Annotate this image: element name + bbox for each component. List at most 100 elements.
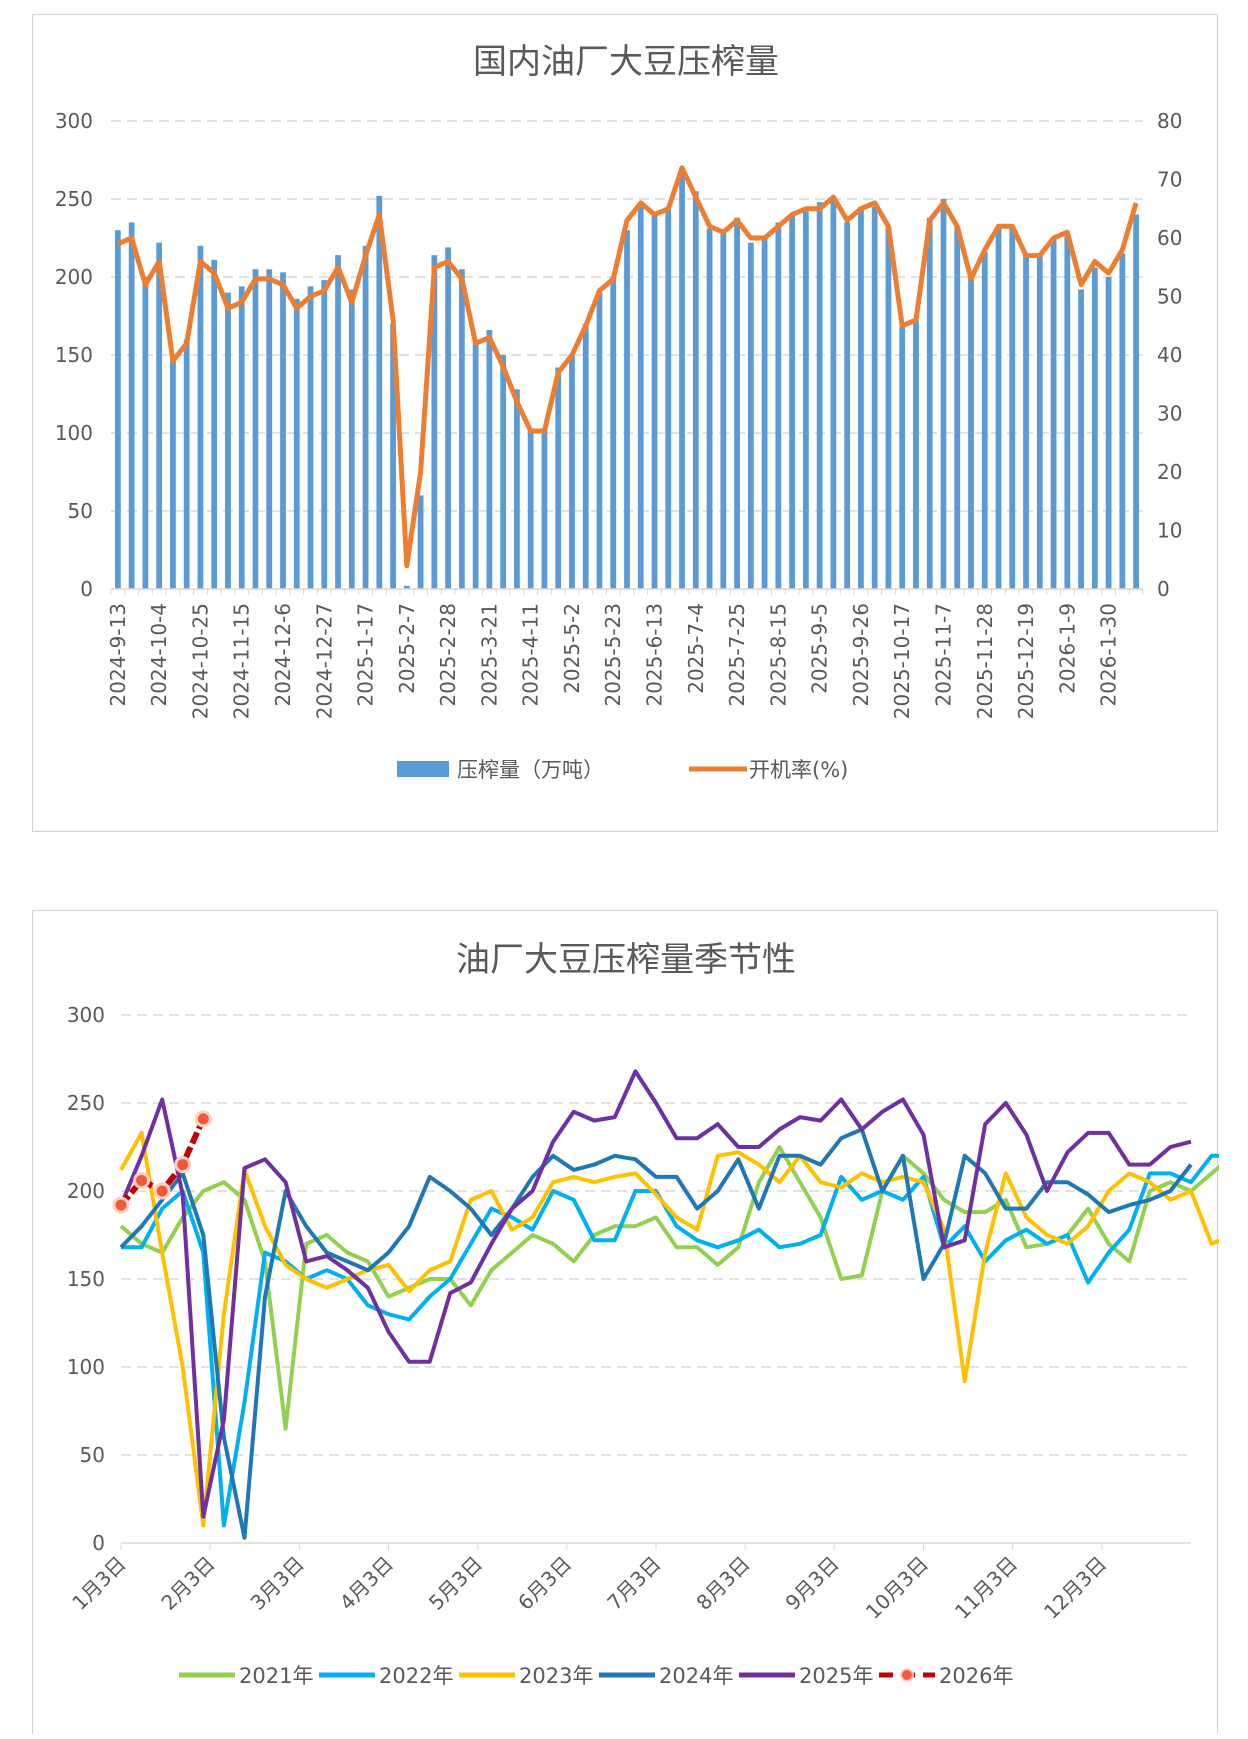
series-line-2025年 bbox=[119, 1069, 1192, 1519]
crush-volume-chart-panel: 国内油厂大豆压榨量 0 50 100 150 200 250 300 0 10 20 30 40 50… bbox=[32, 14, 1218, 832]
bar bbox=[665, 206, 672, 590]
bar bbox=[954, 227, 961, 589]
x-tick-label: 2025-2-7 bbox=[395, 603, 419, 694]
x-tick-label: 7月3日 bbox=[602, 1552, 665, 1615]
bar bbox=[1133, 214, 1140, 589]
legend-label-crush-volume: 压榨量（万吨） bbox=[457, 758, 604, 782]
x-tick-label: 2025-1-17 bbox=[354, 603, 378, 707]
bar bbox=[1036, 253, 1043, 589]
bar bbox=[458, 269, 465, 589]
x-tick-label: 2026-1-30 bbox=[1097, 603, 1121, 707]
y-right-tick-label: 0 bbox=[1157, 577, 1170, 601]
x-tick-label: 2025-7-4 bbox=[684, 603, 708, 694]
bar bbox=[266, 269, 273, 589]
bar bbox=[885, 227, 892, 589]
bar bbox=[321, 280, 328, 589]
series-line-2023年 bbox=[119, 1130, 1233, 1528]
x-tick-label: 2025-11-28 bbox=[973, 603, 997, 719]
bar bbox=[156, 242, 163, 589]
bar bbox=[720, 230, 727, 589]
bar bbox=[995, 227, 1002, 589]
x-tick-label: 2025-9-5 bbox=[808, 603, 832, 694]
series-marker-2026年 bbox=[112, 1196, 130, 1214]
seasonal-chart-panel: 油厂大豆压榨量季节性 0 50 100 150 200 250 300 1月3日 2月3日 3月… bbox=[32, 910, 1248, 1734]
chart-title: 国内油厂大豆压榨量 bbox=[473, 42, 779, 82]
bar bbox=[582, 323, 589, 589]
legend-label-2024年: 2024年 bbox=[659, 1664, 733, 1688]
x-tick-label: 6月3日 bbox=[513, 1552, 576, 1615]
y-left-tick-label: 0 bbox=[80, 577, 93, 601]
series-marker-2026年 bbox=[194, 1110, 212, 1128]
bar bbox=[610, 277, 617, 589]
bar bbox=[624, 230, 630, 589]
x-tick-label: 2025-12-19 bbox=[1014, 603, 1038, 719]
bar bbox=[679, 167, 685, 590]
bar bbox=[926, 217, 933, 589]
seasonal-chart: 油厂大豆压榨量季节性 0 50 100 150 200 250 300 1月3日 2月3日 3月… bbox=[67, 940, 1248, 1688]
y-left-tick-label: 300 bbox=[55, 109, 93, 133]
x-tick-label: 2025-3-21 bbox=[477, 603, 501, 707]
bar bbox=[555, 367, 562, 589]
y-tick-label: 200 bbox=[67, 1179, 105, 1203]
legend-marker-2026年 bbox=[900, 1668, 914, 1682]
y-right-tick-label: 30 bbox=[1157, 402, 1182, 426]
bar bbox=[390, 323, 396, 589]
x-tick-label: 2025-11-7 bbox=[931, 603, 955, 707]
x-tick-label: 10月3日 bbox=[861, 1552, 933, 1624]
x-tick-label: 2026-1-9 bbox=[1055, 603, 1079, 694]
x-tick-label: 2024-10-25 bbox=[188, 603, 212, 719]
bar bbox=[968, 277, 974, 589]
bar bbox=[1119, 253, 1126, 589]
bar bbox=[802, 211, 809, 590]
bar bbox=[706, 228, 713, 589]
x-tick-label: 2025-10-17 bbox=[890, 603, 914, 719]
bar bbox=[541, 428, 548, 589]
bar bbox=[280, 272, 286, 589]
x-tick-label: 4月3日 bbox=[335, 1552, 398, 1615]
y-tick-label: 250 bbox=[67, 1091, 105, 1115]
bar bbox=[472, 339, 479, 589]
y-left-tick-label: 200 bbox=[55, 265, 93, 289]
x-tick-label: 3月3日 bbox=[246, 1552, 309, 1615]
bar bbox=[252, 269, 259, 589]
y-right-tick-label: 70 bbox=[1157, 168, 1182, 192]
y-right-tick-label: 40 bbox=[1157, 343, 1182, 367]
bar bbox=[376, 195, 383, 589]
bar bbox=[486, 330, 493, 589]
bar bbox=[431, 255, 438, 589]
bar bbox=[417, 495, 424, 589]
x-tick-label: 2025-5-23 bbox=[601, 603, 625, 707]
y-right-tick-label: 60 bbox=[1157, 226, 1182, 250]
bar bbox=[789, 214, 796, 589]
y-left-tick-label: 50 bbox=[68, 499, 93, 523]
bar bbox=[899, 326, 906, 589]
y-right-tick-label: 50 bbox=[1157, 285, 1182, 309]
x-tick-label: 2024-11-15 bbox=[230, 603, 254, 719]
crush-volume-chart: 国内油厂大豆压榨量 0 50 100 150 200 250 300 0 10 20 30 40 50… bbox=[55, 42, 1183, 782]
x-tick-label: 9月3日 bbox=[781, 1552, 844, 1615]
x-tick-label: 2024-12-6 bbox=[271, 603, 295, 707]
bar bbox=[692, 191, 699, 589]
y-left-tick-label: 150 bbox=[55, 343, 93, 367]
legend-label-2021年: 2021年 bbox=[239, 1664, 313, 1688]
x-tick-label: 12月3日 bbox=[1039, 1552, 1111, 1624]
operating-rate-line bbox=[116, 165, 1139, 569]
y-right-tick-label: 10 bbox=[1157, 519, 1182, 543]
y-tick-label: 150 bbox=[67, 1267, 105, 1291]
bar bbox=[500, 355, 507, 589]
bar bbox=[761, 238, 768, 589]
bar bbox=[1009, 225, 1016, 589]
chart-title: 油厂大豆压榨量季节性 bbox=[456, 940, 796, 980]
bar bbox=[775, 222, 782, 589]
bar bbox=[238, 286, 245, 589]
y-left-tick-label: 100 bbox=[55, 421, 93, 445]
bar bbox=[816, 202, 823, 589]
x-tick-label: 2025-8-15 bbox=[766, 603, 790, 707]
y-left-tick-label: 250 bbox=[55, 187, 93, 211]
y-tick-label: 300 bbox=[67, 1003, 105, 1027]
legend-label-2023年: 2023年 bbox=[519, 1664, 593, 1688]
legend-label-operating-rate: 开机率(%) bbox=[749, 758, 848, 782]
x-tick-label: 1月3日 bbox=[67, 1552, 130, 1615]
bar bbox=[858, 206, 864, 590]
x-tick-label: 2024-12-27 bbox=[312, 603, 336, 719]
